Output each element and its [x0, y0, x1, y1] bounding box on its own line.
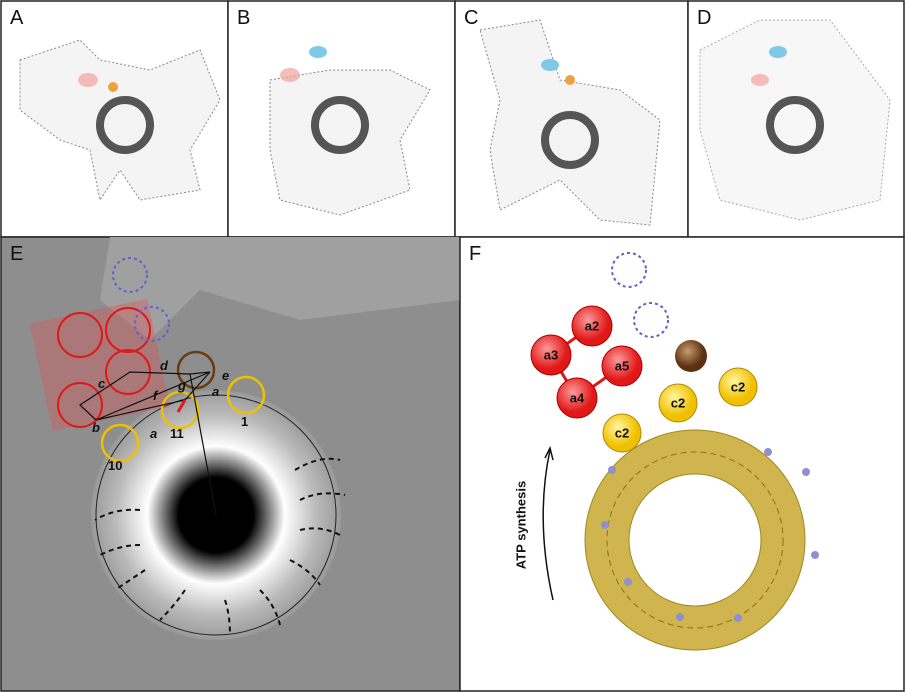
- panel-f: [460, 237, 904, 691]
- arrow-label: ATP synthesis: [513, 481, 528, 569]
- panel-label: D: [697, 7, 711, 29]
- panel-a: [1, 1, 228, 237]
- c-subunit-label: c2: [731, 379, 745, 394]
- vector-label: a: [212, 384, 219, 399]
- subunit-number: 11: [170, 426, 184, 441]
- panel-b: [228, 1, 455, 237]
- panel-label: E: [10, 243, 23, 265]
- panel-label: C: [464, 7, 478, 29]
- vector-label: a: [150, 426, 157, 441]
- a-subunit-label: a2: [585, 318, 599, 333]
- panel-d: [688, 1, 904, 237]
- c-subunit-label: c2: [671, 395, 685, 410]
- c-subunit-label: c2: [615, 425, 629, 440]
- vector-label: b: [92, 420, 100, 435]
- panel-label: A: [10, 7, 24, 29]
- a-subunit-label: a4: [570, 390, 585, 405]
- vector-label: c: [98, 376, 106, 391]
- panel-e: [1, 237, 460, 691]
- panel-label: F: [469, 243, 481, 265]
- vector-label: d: [160, 358, 169, 373]
- panel-c: [455, 1, 688, 237]
- figure: A B C D E a b c d e f g a 10 11 1: [0, 0, 905, 692]
- a-subunit-label: a3: [544, 347, 558, 362]
- subunit-number: 1: [241, 414, 248, 429]
- a-subunit-label: a5: [615, 358, 629, 373]
- vector-label: g: [177, 378, 186, 393]
- subunit-number: 10: [108, 458, 122, 473]
- panel-label: B: [237, 7, 250, 29]
- vector-label: e: [222, 368, 229, 383]
